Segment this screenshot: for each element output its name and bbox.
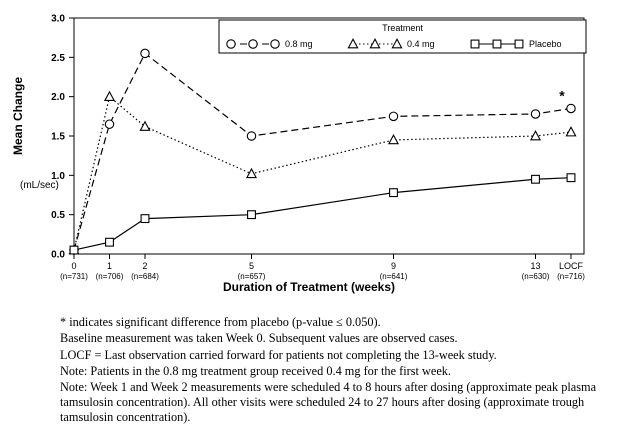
svg-text:(n=731): (n=731) <box>60 272 88 281</box>
footnotes: * indicates significant difference from … <box>60 315 600 426</box>
svg-text:(n=706): (n=706) <box>96 272 124 281</box>
svg-text:0.4 mg: 0.4 mg <box>407 39 435 49</box>
svg-text:*: * <box>559 88 565 104</box>
svg-text:Mean Change: Mean Change <box>11 77 25 155</box>
svg-text:0.0: 0.0 <box>51 250 65 261</box>
svg-text:1.5: 1.5 <box>51 132 65 143</box>
svg-text:13: 13 <box>530 261 540 271</box>
svg-text:2.5: 2.5 <box>51 53 65 64</box>
svg-text:(n=657): (n=657) <box>238 272 266 281</box>
svg-text:LOCF: LOCF <box>559 261 584 271</box>
footnote-dose-note: Note: Patients in the 0.8 mg treatment g… <box>60 363 452 378</box>
svg-text:(n=641): (n=641) <box>380 272 408 281</box>
svg-text:Duration of Treatment (weeks): Duration of Treatment (weeks) <box>223 280 395 294</box>
svg-text:(n=716): (n=716) <box>557 272 585 281</box>
svg-text:0.5: 0.5 <box>51 210 65 221</box>
svg-text:2: 2 <box>142 261 147 271</box>
svg-text:5: 5 <box>249 261 254 271</box>
svg-text:(n=630): (n=630) <box>522 272 550 281</box>
treatment-chart: 0.0 0.5 1.0 1.5 2.0 2.5 3.0 0 (n=731) 1 (n=706) 2 (n… <box>6 4 606 302</box>
svg-text:0.8 mg: 0.8 mg <box>285 39 313 49</box>
treatment-chart-svg: 0.00.51.01.52.02.53.00(n=731)1(n=706)2(n… <box>11 14 587 294</box>
svg-text:1.0: 1.0 <box>51 171 65 182</box>
svg-text:0: 0 <box>71 261 76 271</box>
footnote-significance: * indicates significant difference from … <box>60 315 381 329</box>
svg-text:3.0: 3.0 <box>51 14 65 25</box>
svg-text:2.0: 2.0 <box>51 92 65 103</box>
footnote-locf: LOCF = Last observation carried forward … <box>60 347 497 362</box>
svg-text:Placebo: Placebo <box>529 39 562 49</box>
svg-text:(mL/sec): (mL/sec) <box>20 180 59 191</box>
footnote-baseline: Baseline measurement was taken Week 0. S… <box>60 331 458 346</box>
footnote-timing-note: Note: Week 1 and Week 2 measurements wer… <box>60 380 597 424</box>
svg-text:9: 9 <box>391 261 396 271</box>
svg-text:Treatment: Treatment <box>382 23 423 33</box>
svg-text:1: 1 <box>107 261 112 271</box>
svg-text:(n=684): (n=684) <box>131 272 159 281</box>
